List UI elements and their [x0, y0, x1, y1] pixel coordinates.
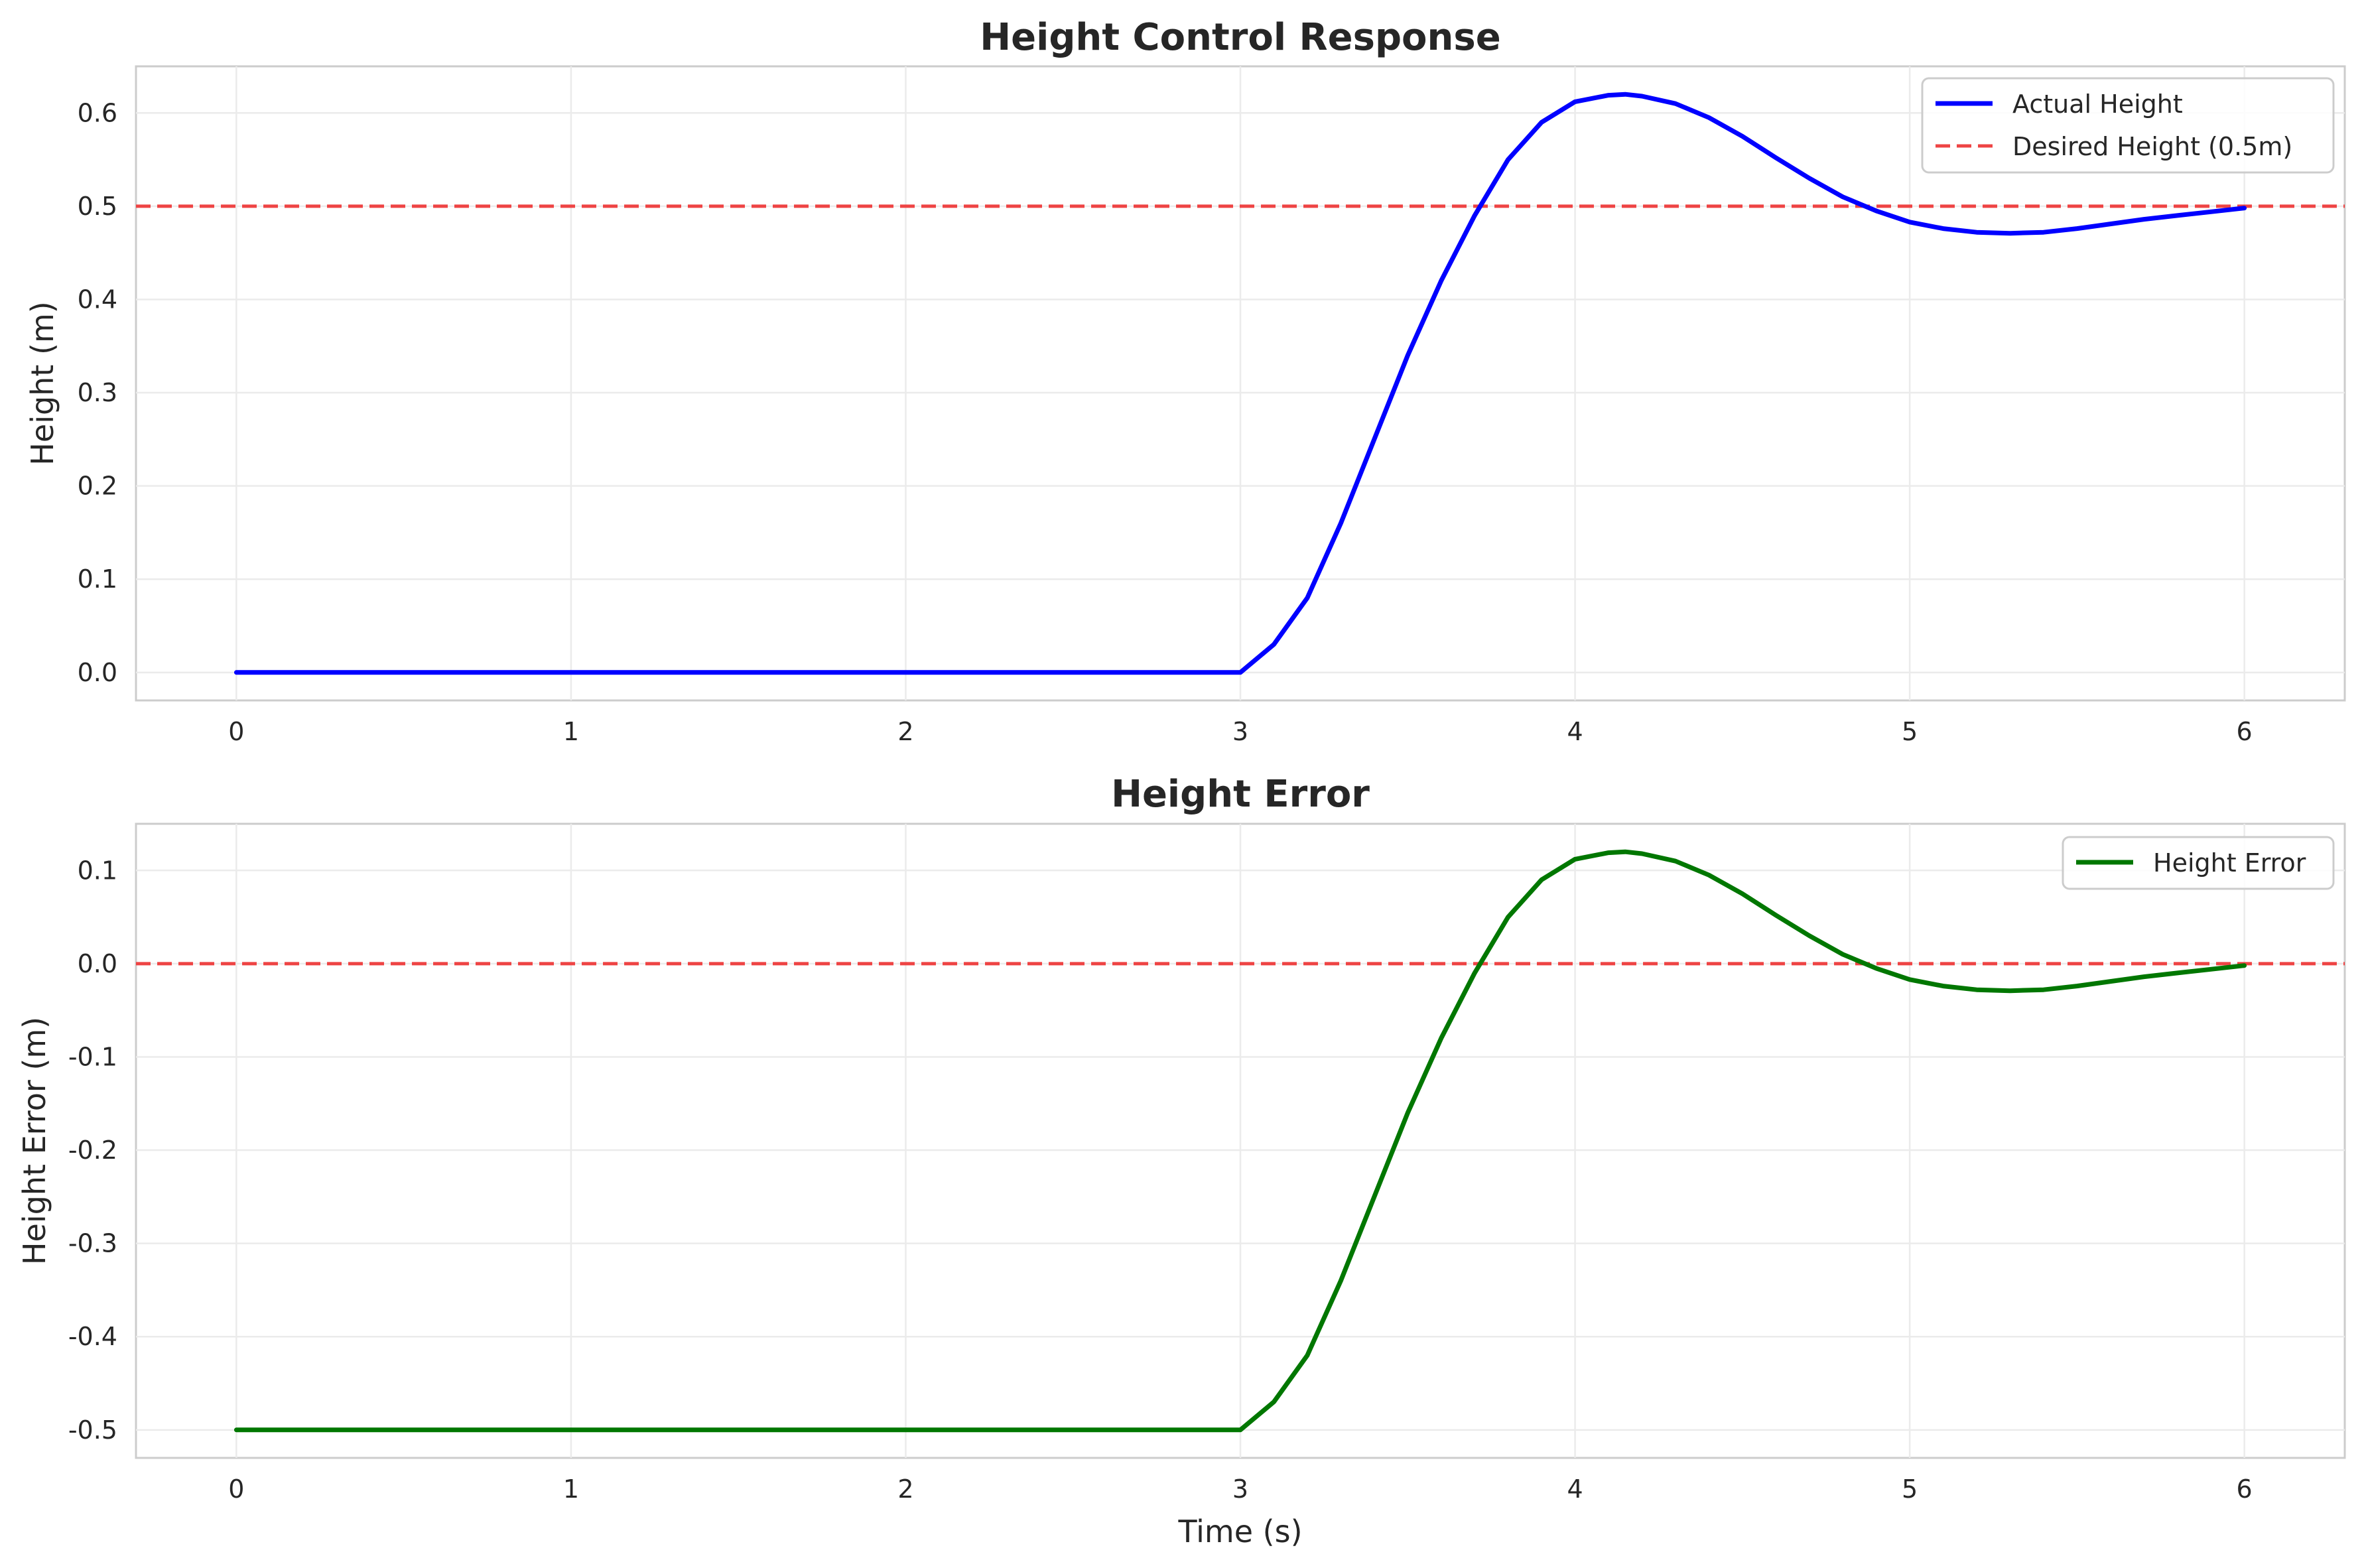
y-tick-label: 0.5: [78, 192, 117, 221]
chart-title: Height Control Response: [980, 16, 1500, 59]
chart-title: Height Error: [1111, 773, 1370, 816]
y-tick-label: -0.1: [68, 1042, 117, 1071]
x-tick-label: 5: [1902, 1474, 1918, 1504]
x-tick-label: 0: [228, 717, 244, 746]
legend-label-height-error: Height Error: [2153, 848, 2306, 878]
y-tick-label: -0.2: [68, 1136, 117, 1165]
series-group: [233, 92, 2247, 675]
x-tick-labels: 0 1 2 3 4 5 6: [228, 1474, 2252, 1504]
legend: Actual Height Desired Height (0.5m): [1921, 77, 2335, 174]
legend: Height Error: [2062, 836, 2335, 890]
y-tick-labels: 0.1 0.0 -0.1 -0.2 -0.3 -0.4 -0.5: [68, 856, 117, 1445]
series-group: [233, 849, 2247, 1433]
y-tick-label: 0.0: [78, 949, 117, 978]
y-tick-label: 0.1: [78, 856, 117, 885]
x-tick-label: 3: [1232, 717, 1248, 746]
x-tick-label: 6: [2237, 717, 2253, 746]
y-tick-label: 0.3: [78, 378, 117, 407]
x-tick-label: 4: [1567, 717, 1583, 746]
height-error-panel: 0 1 2 3 4 5 6 0.1 0.0 -0.1 -0.2 -0.3 -0.4 -0.5 Heigh…: [17, 773, 2346, 1549]
x-tick-label: 4: [1567, 1474, 1583, 1504]
y-tick-label: 0.6: [78, 98, 117, 127]
x-tick-label: 2: [897, 717, 913, 746]
y-tick-label: -0.3: [68, 1229, 117, 1258]
y-tick-label: 0.1: [78, 564, 117, 594]
legend-label-desired-height: Desired Height (0.5m): [2012, 132, 2292, 161]
x-tick-label: 6: [2237, 1474, 2253, 1504]
x-tick-label: 3: [1232, 1474, 1248, 1504]
legend-box: [2062, 836, 2335, 890]
x-tick-label: 0: [228, 1474, 244, 1504]
y-tick-label: 0.2: [78, 472, 117, 501]
y-tick-label: 0.0: [78, 658, 117, 687]
y-tick-label: 0.4: [78, 285, 117, 314]
height-response-panel: 0 1 2 3 4 5 6 0.0 0.1 0.2 0.3 0.4 0.5 0.6 Height Con…: [25, 16, 2346, 746]
series-line: [233, 849, 2247, 1433]
legend-label-actual-height: Actual Height: [2012, 90, 2183, 119]
y-tick-label: -0.5: [68, 1415, 117, 1445]
legend-box: [1921, 77, 2335, 174]
series-line: [233, 92, 2247, 675]
x-tick-label: 1: [563, 1474, 579, 1504]
y-axis-label: Height Error (m): [17, 1017, 52, 1265]
x-tick-labels: 0 1 2 3 4 5 6: [228, 717, 2252, 746]
y-axis-label: Height (m): [25, 301, 60, 465]
x-tick-label: 2: [897, 1474, 913, 1504]
x-axis-label: Time (s): [1177, 1514, 1302, 1549]
y-tick-labels: 0.0 0.1 0.2 0.3 0.4 0.5 0.6: [78, 98, 117, 687]
x-tick-label: 5: [1902, 717, 1918, 746]
x-tick-label: 1: [563, 717, 579, 746]
y-tick-label: -0.4: [68, 1322, 117, 1351]
